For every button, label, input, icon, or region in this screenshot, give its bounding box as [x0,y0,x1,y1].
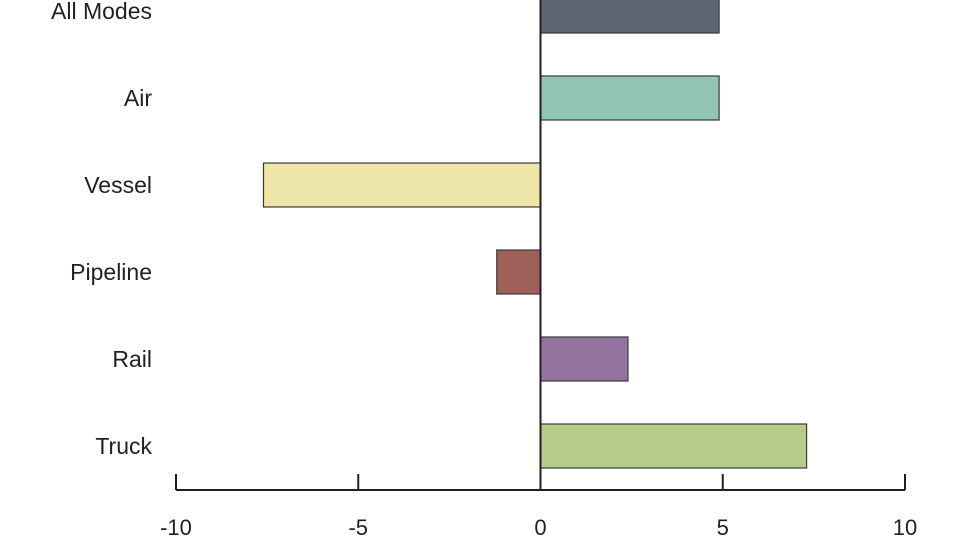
category-label-vessel: Vessel [84,172,152,198]
bars [262,0,808,469]
category-label-truck: Truck [95,433,152,459]
x-axis-tick-labels: -10 -5 0 5 10 [160,515,917,540]
x-axis-ticks [175,474,906,490]
bar-pipeline [496,249,542,295]
bar-truck [539,423,808,469]
x-tick-label: 5 [717,515,729,540]
category-label-all-modes: All Modes [51,0,152,24]
category-label-pipeline: Pipeline [70,259,152,285]
bar-air [539,75,720,121]
category-label-air: Air [124,85,152,111]
bar-vessel [262,162,542,208]
bar-all-modes [539,0,720,34]
x-tick-label: 0 [534,515,546,540]
x-tick-label: 10 [893,515,917,540]
category-label-rail: Rail [112,346,152,372]
x-tick-label: -5 [348,515,368,540]
x-tick-label: -10 [160,515,192,540]
category-labels: All Modes Air Vessel Pipeline Rail Truck [51,0,152,459]
bar-rail [539,336,629,382]
